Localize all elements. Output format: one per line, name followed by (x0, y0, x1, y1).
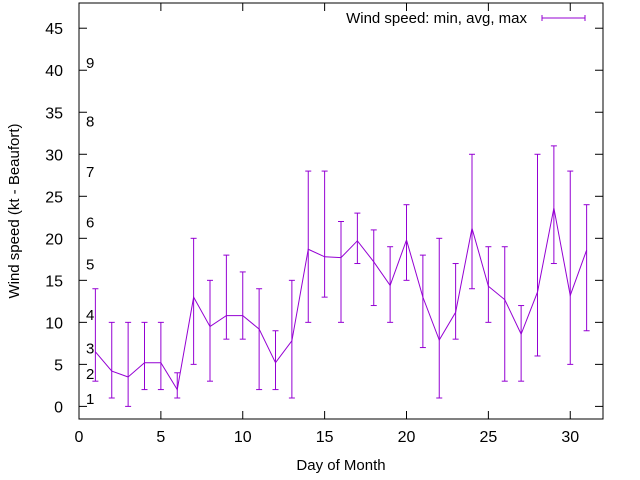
beaufort-label: 1 (86, 391, 94, 408)
beaufort-label: 6 (86, 215, 94, 232)
y-tick-label: 30 (45, 147, 63, 164)
beaufort-label: 3 (86, 341, 94, 358)
y-tick-label: 5 (54, 357, 63, 374)
x-tick-label: 5 (156, 429, 165, 446)
legend-label: Wind speed: min, avg, max (346, 10, 527, 27)
plot-frame (78, 2, 604, 420)
y-tick-label: 40 (45, 63, 63, 80)
y-tick-label: 15 (45, 273, 63, 290)
y-tick-label: 25 (45, 189, 63, 206)
beaufort-scale: 1 2 3 4 5 6 7 8 9 (86, 55, 94, 408)
x-tick-label: 10 (234, 429, 252, 446)
y-tick-label: 45 (45, 21, 63, 38)
x-tick-label: 0 (75, 429, 84, 446)
beaufort-label: 2 (86, 366, 94, 383)
x-tick-label: 15 (316, 429, 334, 446)
x-axis-label: Day of Month (296, 457, 385, 474)
x-tick-label: 20 (398, 429, 416, 446)
x-tick-label: 25 (479, 429, 497, 446)
y-tick-label: 20 (45, 231, 63, 248)
beaufort-label: 4 (86, 307, 94, 324)
y-tick-label: 35 (45, 105, 63, 122)
beaufort-label: 8 (86, 114, 94, 131)
y-axis-label: Wind speed (kt - Beaufort) (6, 123, 23, 298)
x-tick-label: 30 (561, 429, 579, 446)
y-tick-label: 10 (45, 315, 63, 332)
beaufort-label: 9 (86, 55, 94, 72)
beaufort-label: 7 (86, 164, 94, 181)
beaufort-label: 5 (86, 257, 94, 274)
y-tick-label: 0 (54, 399, 63, 416)
legend: Wind speed: min, avg, max (346, 10, 586, 27)
plot-series (92, 145, 590, 407)
